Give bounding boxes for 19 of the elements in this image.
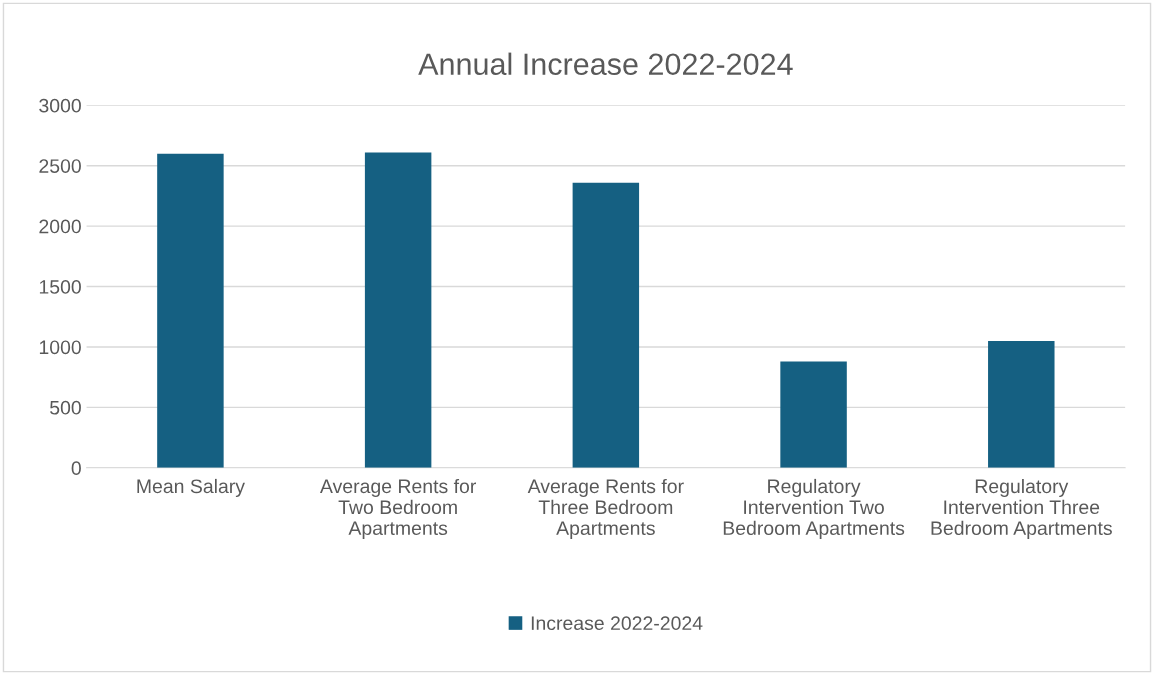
y-tick-label: 1000: [39, 340, 81, 355]
y-tick-label: 1500: [39, 280, 81, 294]
bar: [988, 340, 1055, 468]
bar: [780, 361, 847, 468]
x-tick-label: Average Rents for Two Bedroom Apartments: [319, 478, 476, 539]
x-tick-label: Average Rents for Three Bedroom Apartments: [527, 478, 684, 539]
x-tick-label: Regulatory Intervention Three Bedroom Apartments: [931, 478, 1112, 539]
y-tick-label: 500: [50, 400, 81, 415]
y-tick-label: 0: [71, 461, 81, 476]
y-tick-label: 2500: [39, 159, 81, 173]
bar: [157, 153, 224, 468]
legend-label: Increase 2022-2024: [531, 616, 703, 631]
x-tick-label: Mean Salary: [137, 478, 245, 498]
y-tick-label: 2000: [39, 219, 81, 234]
bar: [572, 182, 640, 468]
chart-title: Annual Increase 2022-2024: [418, 52, 793, 76]
bar: [364, 152, 432, 468]
x-tick-label: Regulatory Intervention Two Bedroom Apartments: [723, 478, 905, 539]
y-tick-label: 3000: [39, 98, 81, 113]
